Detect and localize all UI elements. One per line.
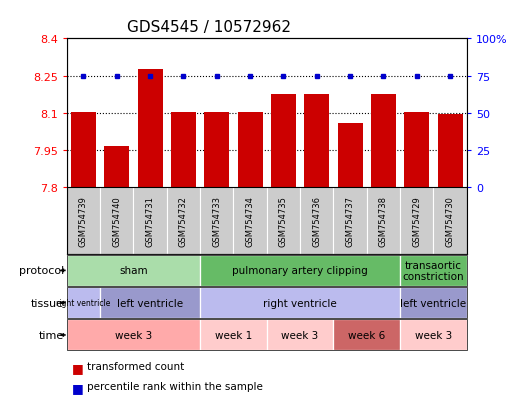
FancyBboxPatch shape — [233, 188, 267, 254]
Bar — [204, 112, 229, 188]
Bar — [238, 112, 263, 188]
Text: transformed count: transformed count — [87, 361, 185, 371]
Bar — [338, 123, 363, 188]
Bar — [271, 95, 296, 188]
Text: GSM754740: GSM754740 — [112, 196, 121, 246]
FancyBboxPatch shape — [300, 188, 333, 254]
Text: ■: ■ — [72, 361, 84, 374]
Text: GSM754733: GSM754733 — [212, 195, 221, 247]
Text: left ventricle: left ventricle — [117, 298, 183, 308]
Text: left ventricle: left ventricle — [401, 298, 466, 308]
FancyBboxPatch shape — [100, 188, 133, 254]
Text: transaortic
constriction: transaortic constriction — [403, 260, 464, 282]
FancyBboxPatch shape — [133, 188, 167, 254]
Text: week 3: week 3 — [115, 330, 152, 340]
Text: week 1: week 1 — [215, 330, 252, 340]
Text: week 6: week 6 — [348, 330, 385, 340]
FancyBboxPatch shape — [367, 188, 400, 254]
Bar — [137, 70, 163, 188]
Bar — [171, 112, 196, 188]
Text: GSM754729: GSM754729 — [412, 196, 421, 246]
Bar — [304, 95, 329, 188]
Text: GSM754732: GSM754732 — [179, 196, 188, 246]
Text: right ventricle: right ventricle — [56, 299, 110, 307]
Text: tissue: tissue — [31, 298, 64, 308]
Bar — [438, 115, 463, 188]
Text: percentile rank within the sample: percentile rank within the sample — [87, 381, 263, 391]
FancyBboxPatch shape — [400, 188, 433, 254]
FancyBboxPatch shape — [67, 188, 100, 254]
Bar — [371, 95, 396, 188]
Text: GSM754734: GSM754734 — [246, 196, 254, 246]
Text: pulmonary artery clipping: pulmonary artery clipping — [232, 266, 368, 276]
Text: GSM754736: GSM754736 — [312, 195, 321, 247]
Text: right ventricle: right ventricle — [263, 298, 337, 308]
FancyBboxPatch shape — [167, 188, 200, 254]
Text: GSM754735: GSM754735 — [279, 196, 288, 246]
Bar — [71, 112, 96, 188]
FancyBboxPatch shape — [333, 188, 367, 254]
Bar — [404, 112, 429, 188]
FancyBboxPatch shape — [433, 188, 467, 254]
Text: week 3: week 3 — [415, 330, 452, 340]
Text: ■: ■ — [72, 381, 84, 394]
Bar — [104, 147, 129, 188]
Text: GSM754730: GSM754730 — [446, 196, 455, 246]
Text: time: time — [39, 330, 64, 340]
Text: GSM754731: GSM754731 — [146, 196, 154, 246]
FancyBboxPatch shape — [200, 188, 233, 254]
FancyBboxPatch shape — [267, 188, 300, 254]
Text: GSM754737: GSM754737 — [346, 195, 354, 247]
Text: GSM754739: GSM754739 — [79, 196, 88, 246]
Text: GDS4545 / 10572962: GDS4545 / 10572962 — [127, 20, 291, 35]
Text: GSM754738: GSM754738 — [379, 195, 388, 247]
Text: week 3: week 3 — [282, 330, 319, 340]
Text: protocol: protocol — [19, 266, 64, 276]
Text: sham: sham — [119, 266, 148, 276]
